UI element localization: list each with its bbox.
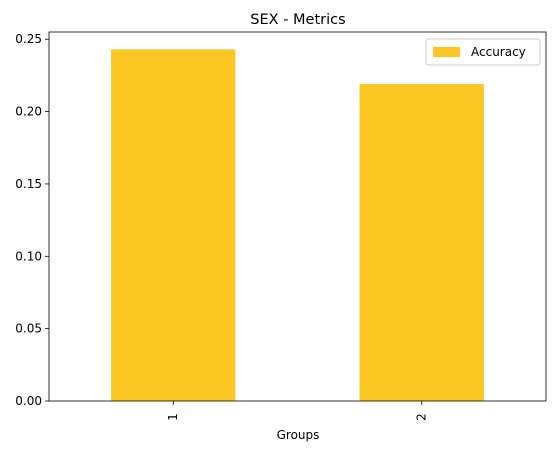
y-tick-label-4: 0.20	[15, 105, 42, 119]
bar-1	[111, 49, 236, 401]
y-tick-label-2: 0.10	[15, 249, 42, 263]
y-tick-label-5: 0.25	[15, 32, 42, 46]
plot-area: 1 2 0.00 0.05 0.10 0.15 0.20 0.25 Accuracy	[15, 31, 547, 421]
legend-box	[425, 38, 541, 66]
legend-swatch-accuracy	[433, 47, 460, 57]
x-tick-label-2: 2	[414, 413, 428, 421]
bar-2	[359, 84, 484, 401]
x-tick-label-1: 1	[166, 413, 180, 421]
y-tick-label-3: 0.15	[15, 177, 42, 191]
y-tick-label-0: 0.00	[15, 394, 42, 408]
legend-label-accuracy: Accuracy	[471, 45, 526, 59]
y-tick-label-1: 0.05	[15, 322, 42, 336]
chart-title: SEX - Metrics	[250, 12, 345, 28]
axes-frame	[48, 31, 547, 402]
x-axis-label: Groups	[277, 428, 320, 442]
